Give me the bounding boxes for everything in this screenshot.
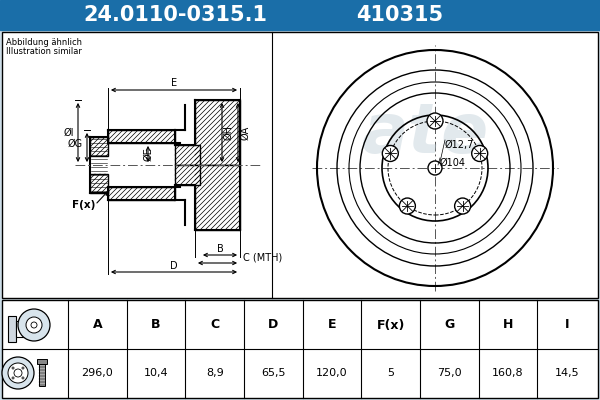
Text: I: I xyxy=(565,318,569,332)
Text: E: E xyxy=(171,78,177,88)
Bar xyxy=(175,145,200,165)
Text: 296,0: 296,0 xyxy=(82,368,113,378)
Text: 65,5: 65,5 xyxy=(261,368,286,378)
Text: F(x): F(x) xyxy=(376,318,405,332)
Circle shape xyxy=(14,369,22,377)
Bar xyxy=(0,0,600,30)
Text: ØE: ØE xyxy=(143,147,153,161)
Circle shape xyxy=(8,363,28,383)
Text: ØI: ØI xyxy=(64,128,74,138)
Text: 5: 5 xyxy=(387,368,394,378)
Circle shape xyxy=(428,161,442,175)
Text: G: G xyxy=(444,318,454,332)
Circle shape xyxy=(455,198,470,214)
Bar xyxy=(8,316,16,342)
Circle shape xyxy=(427,113,443,129)
Text: D: D xyxy=(170,261,178,271)
Circle shape xyxy=(11,366,14,370)
Bar xyxy=(2,32,598,298)
Bar xyxy=(37,359,47,364)
Text: C (MTH): C (MTH) xyxy=(243,252,282,262)
Text: H: H xyxy=(503,318,513,332)
Text: Ø12,7: Ø12,7 xyxy=(445,140,475,150)
Bar xyxy=(88,95,246,235)
Text: 75,0: 75,0 xyxy=(437,368,461,378)
Circle shape xyxy=(31,322,37,328)
Text: Abbildung ähnlich: Abbildung ähnlich xyxy=(6,38,82,47)
Bar xyxy=(39,364,45,386)
Bar xyxy=(195,165,240,230)
Text: ate: ate xyxy=(361,100,488,166)
Text: 24.0110-0315.1: 24.0110-0315.1 xyxy=(83,5,267,25)
Text: ØH: ØH xyxy=(223,125,233,140)
Text: 120,0: 120,0 xyxy=(316,368,348,378)
Circle shape xyxy=(22,366,25,370)
Bar xyxy=(90,137,108,156)
Circle shape xyxy=(22,376,25,380)
Text: D: D xyxy=(268,318,278,332)
Bar xyxy=(2,32,598,298)
Text: 14,5: 14,5 xyxy=(554,368,579,378)
Text: 410315: 410315 xyxy=(356,5,443,25)
Text: ØA: ØA xyxy=(240,125,250,140)
Text: 10,4: 10,4 xyxy=(143,368,169,378)
Circle shape xyxy=(18,309,50,341)
Bar xyxy=(2,300,598,398)
Bar xyxy=(108,187,175,200)
Circle shape xyxy=(472,146,488,162)
Text: F(x): F(x) xyxy=(72,200,95,210)
Circle shape xyxy=(400,198,415,214)
Text: Ø104: Ø104 xyxy=(440,158,466,168)
Circle shape xyxy=(382,146,398,162)
Text: 8,9: 8,9 xyxy=(206,368,224,378)
Text: ØG: ØG xyxy=(68,139,83,149)
Text: B: B xyxy=(217,244,224,254)
Text: C: C xyxy=(210,318,219,332)
Circle shape xyxy=(2,357,34,389)
Text: Illustration similar: Illustration similar xyxy=(6,47,82,56)
Circle shape xyxy=(11,376,14,380)
Bar xyxy=(108,130,175,143)
Text: E: E xyxy=(328,318,336,332)
Text: 160,8: 160,8 xyxy=(492,368,524,378)
Text: B: B xyxy=(151,318,161,332)
Circle shape xyxy=(26,317,42,333)
Bar xyxy=(195,100,240,165)
Bar xyxy=(90,174,108,193)
Bar xyxy=(16,321,34,337)
Bar xyxy=(175,165,200,185)
Text: A: A xyxy=(92,318,102,332)
